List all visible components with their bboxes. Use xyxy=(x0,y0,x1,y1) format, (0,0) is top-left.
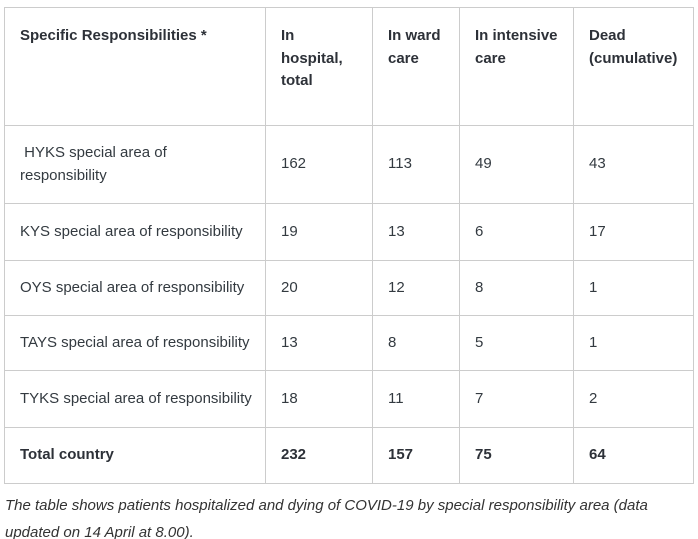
cell-value: 1 xyxy=(573,260,694,316)
table-row-oys: OYS special area of responsibility 20 12… xyxy=(4,260,694,316)
row-label: TAYS special area of responsibility xyxy=(4,315,266,371)
column-header-dead-cumulative: Dead (cumulative) xyxy=(573,7,694,126)
cell-value: 19 xyxy=(265,203,373,261)
table-row-tays: TAYS special area of responsibility 13 8… xyxy=(4,315,694,371)
cell-value: 8 xyxy=(459,260,574,316)
table-caption: The table shows patients hospitalized an… xyxy=(5,497,648,539)
cell-value: 157 xyxy=(372,427,460,484)
cell-value: 8 xyxy=(372,315,460,371)
table-row-hyks: HYKS special area of responsibility 162 … xyxy=(4,125,694,204)
table-row-kys: KYS special area of responsibility 19 13… xyxy=(4,203,694,261)
cell-value: 232 xyxy=(265,427,373,484)
cell-value: 75 xyxy=(459,427,574,484)
cell-value: 7 xyxy=(459,370,574,428)
row-label: HYKS special area of responsibility xyxy=(4,125,266,204)
cell-value: 162 xyxy=(265,125,373,204)
cell-value: 17 xyxy=(573,203,694,261)
responsibility-area-table: Specific Responsibilities * In hospital,… xyxy=(4,7,694,484)
header-row: Specific Responsibilities * In hospital,… xyxy=(4,7,694,126)
cell-value: 113 xyxy=(372,125,460,204)
row-label: KYS special area of responsibility xyxy=(4,203,266,261)
cell-value: 18 xyxy=(265,370,373,428)
table-row-total-country: Total country 232 157 75 64 xyxy=(4,427,694,484)
cell-value: 11 xyxy=(372,370,460,428)
row-label: TYKS special area of responsibility xyxy=(4,370,266,428)
column-header-in-ward-care: In ward care xyxy=(372,7,460,126)
column-header-specific-responsibilities: Specific Responsibilities * xyxy=(4,7,266,126)
cell-value: 6 xyxy=(459,203,574,261)
row-label: OYS special area of responsibility xyxy=(4,260,266,316)
cell-value: 1 xyxy=(573,315,694,371)
table-row-tyks: TYKS special area of responsibility 18 1… xyxy=(4,370,694,428)
cell-value: 2 xyxy=(573,370,694,428)
cell-value: 64 xyxy=(573,427,694,484)
cell-value: 13 xyxy=(265,315,373,371)
row-label: Total country xyxy=(4,427,266,484)
column-header-in-intensive-care: In intensive care xyxy=(459,7,574,126)
cell-value: 12 xyxy=(372,260,460,316)
column-header-in-hospital-total: In hospital, total xyxy=(265,7,373,126)
cell-value: 43 xyxy=(573,125,694,204)
cell-value: 5 xyxy=(459,315,574,371)
cell-value: 13 xyxy=(372,203,460,261)
cell-value: 49 xyxy=(459,125,574,204)
cell-value: 20 xyxy=(265,260,373,316)
